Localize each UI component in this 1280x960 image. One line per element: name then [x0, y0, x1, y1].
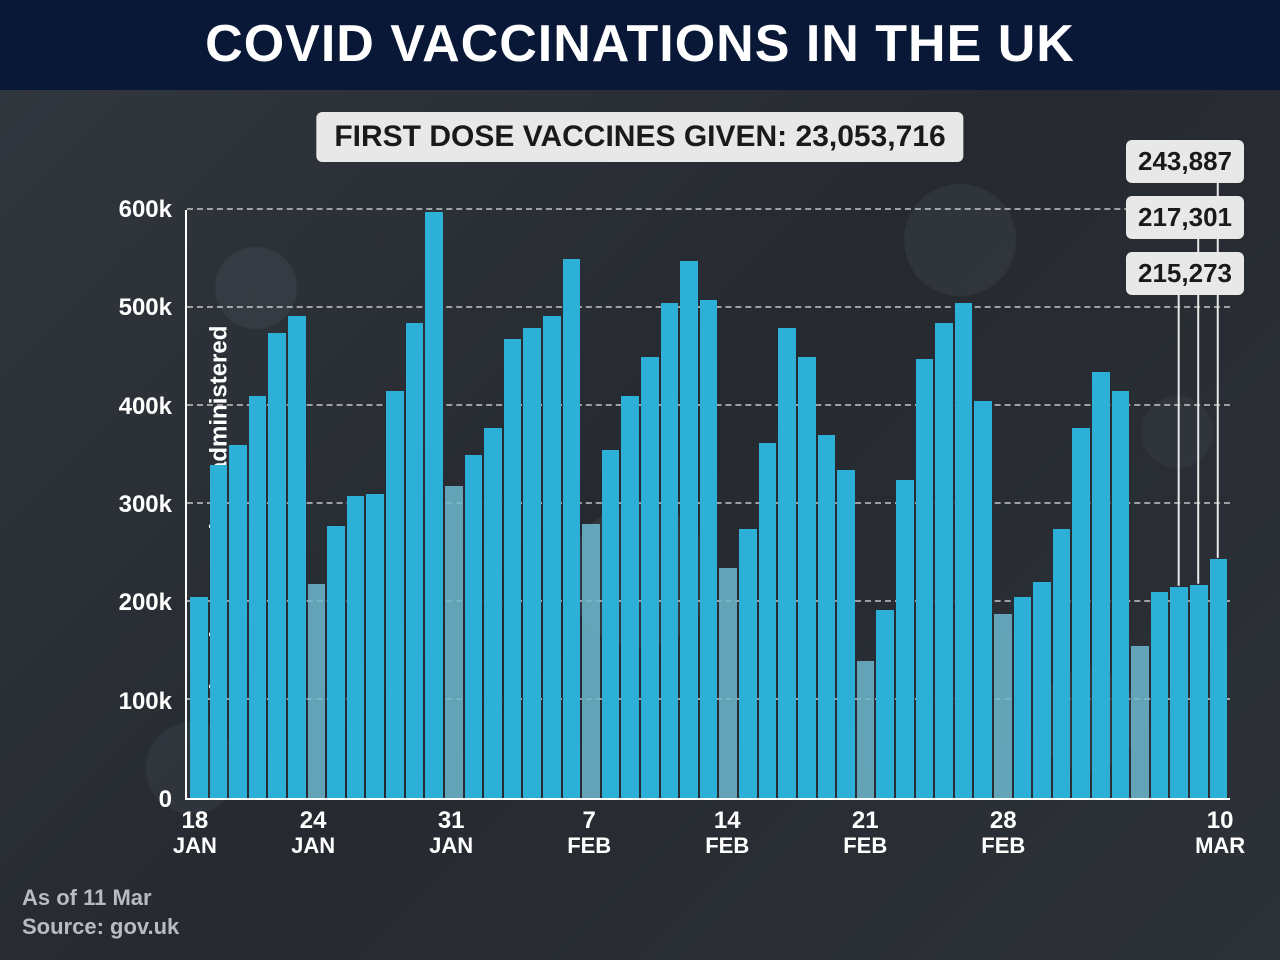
subtitle-badge: FIRST DOSE VACCINES GIVEN: 23,053,716	[316, 112, 963, 162]
bar	[955, 303, 973, 798]
bar	[778, 328, 796, 798]
x-tick-label: 28FEB	[981, 808, 1025, 859]
bar	[425, 212, 443, 798]
bar	[1112, 391, 1130, 798]
bar	[543, 316, 561, 798]
title-bar: COVID VACCINATIONS IN THE UK	[0, 0, 1280, 90]
x-tick-label: 31JAN	[429, 808, 473, 859]
y-axis-ticks: 0100k200k300k400k500k600k	[100, 210, 180, 800]
bar	[719, 568, 737, 798]
bar	[621, 396, 639, 798]
infographic-container: COVID VACCINATIONS IN THE UK FIRST DOSE …	[0, 0, 1280, 960]
bar	[935, 323, 953, 798]
bar	[563, 259, 581, 798]
bar	[229, 445, 247, 798]
chart-area: First dose vaccines administered 0100k20…	[70, 170, 1240, 860]
x-tick-label: 10MAR	[1195, 808, 1245, 859]
bar	[582, 524, 600, 798]
bar	[1072, 428, 1090, 798]
bar	[308, 584, 326, 798]
footer-meta: As of 11 Mar Source: gov.uk	[22, 883, 179, 942]
bar	[857, 661, 875, 798]
bar	[249, 396, 267, 798]
bar	[759, 443, 777, 798]
bar	[700, 300, 718, 798]
y-tick-label: 400k	[119, 393, 172, 421]
asof-text: As of 11 Mar	[22, 883, 179, 913]
bar	[347, 496, 365, 798]
y-tick-label: 500k	[119, 294, 172, 322]
bar	[680, 261, 698, 798]
bar	[876, 610, 894, 798]
callout-badge: 215,273	[1126, 252, 1244, 295]
y-tick-label: 300k	[119, 491, 172, 519]
bar	[327, 526, 345, 798]
x-tick-label: 7FEB	[567, 808, 611, 859]
bar	[1151, 592, 1169, 798]
y-tick-label: 100k	[119, 688, 172, 716]
bar	[1170, 587, 1188, 798]
x-tick-label: 24JAN	[291, 808, 335, 859]
bar	[366, 494, 384, 798]
bar	[1053, 529, 1071, 799]
bar	[1033, 582, 1051, 798]
bar	[602, 450, 620, 798]
bar	[1014, 597, 1032, 798]
bar	[818, 435, 836, 798]
bar	[386, 391, 404, 798]
bar	[504, 339, 522, 798]
bar	[210, 465, 228, 798]
bar	[641, 357, 659, 798]
x-tick-label: 18JAN	[173, 808, 217, 859]
bar	[661, 303, 679, 798]
bar	[916, 359, 934, 798]
x-axis-ticks: 18JAN24JAN31JAN7FEB14FEB21FEB28FEB10MAR	[185, 804, 1230, 860]
bar	[406, 323, 424, 798]
bar	[1092, 372, 1110, 798]
bar	[445, 486, 463, 798]
source-text: Source: gov.uk	[22, 912, 179, 942]
bar	[465, 455, 483, 798]
x-tick-label: 21FEB	[843, 808, 887, 859]
bar	[288, 316, 306, 798]
y-tick-label: 600k	[119, 196, 172, 224]
bar	[190, 597, 208, 798]
bar	[268, 333, 286, 799]
bar	[974, 401, 992, 798]
y-tick-label: 0	[159, 786, 172, 814]
bar	[1131, 646, 1149, 798]
bar	[798, 357, 816, 798]
y-tick-label: 200k	[119, 589, 172, 617]
bar	[523, 328, 541, 798]
bar	[1190, 585, 1208, 798]
bar	[994, 614, 1012, 798]
bar	[837, 470, 855, 798]
bar	[739, 529, 757, 799]
bar	[484, 428, 502, 798]
bar	[896, 480, 914, 799]
callout-badge: 217,301	[1126, 196, 1244, 239]
x-tick-label: 14FEB	[705, 808, 749, 859]
callout-badge: 243,887	[1126, 140, 1244, 183]
main-title: COVID VACCINATIONS IN THE UK	[0, 14, 1280, 74]
plot-region	[185, 210, 1230, 800]
bar	[1210, 559, 1228, 798]
bar-group	[187, 210, 1230, 798]
